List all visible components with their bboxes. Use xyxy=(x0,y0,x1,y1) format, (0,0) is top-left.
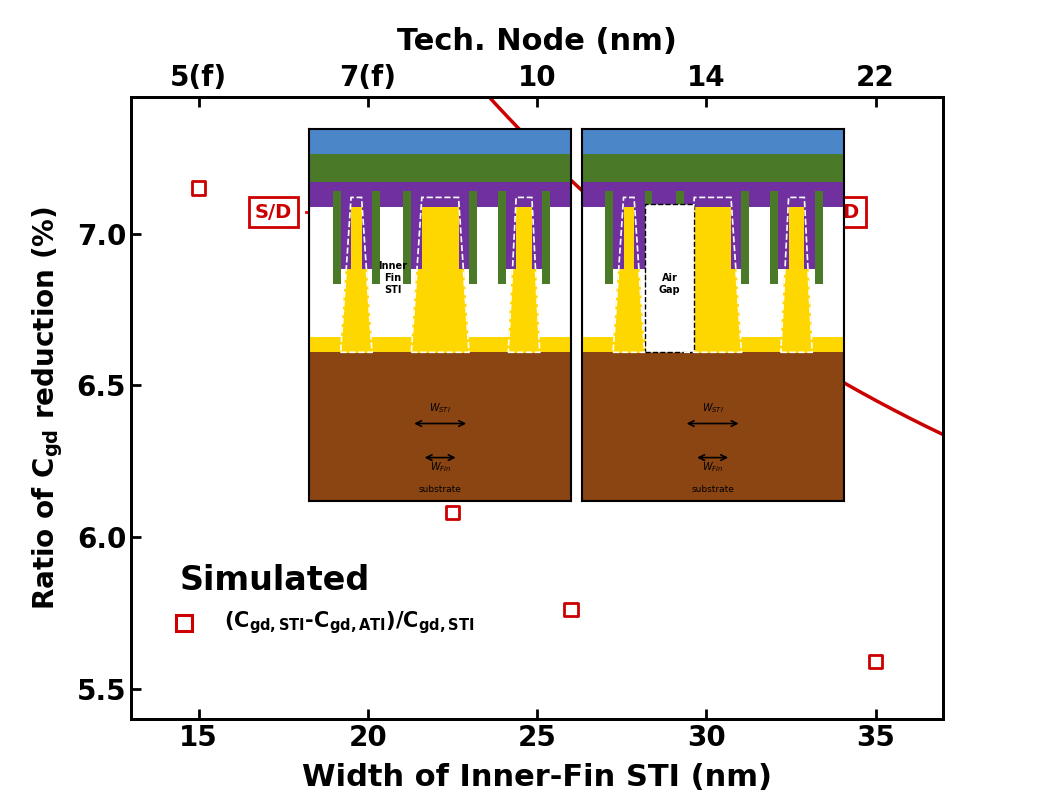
Bar xyxy=(684,191,742,207)
Polygon shape xyxy=(781,197,812,352)
Text: $W_{Fin}$: $W_{Fin}$ xyxy=(430,460,451,473)
Bar xyxy=(778,191,815,207)
Bar xyxy=(341,194,351,268)
Bar xyxy=(470,191,477,284)
Polygon shape xyxy=(508,197,540,352)
Polygon shape xyxy=(341,197,372,352)
Text: $\mathbf{C_{gd,ATI}}$: $\mathbf{C_{gd,ATI}}$ xyxy=(748,133,821,159)
Bar xyxy=(645,191,652,284)
Text: $W_{STI}$: $W_{STI}$ xyxy=(702,401,723,415)
Bar xyxy=(582,129,844,154)
Bar xyxy=(582,337,844,352)
Bar xyxy=(309,346,571,501)
Bar xyxy=(362,194,372,268)
Y-axis label: Ratio of $\mathbf{C_{gd}}$ reduction (%): Ratio of $\mathbf{C_{gd}}$ reduction (%) xyxy=(30,206,65,610)
X-axis label: Tech. Node (nm): Tech. Node (nm) xyxy=(397,27,677,57)
Text: S/D: S/D xyxy=(255,203,291,221)
Bar xyxy=(505,194,516,268)
Text: Inner
Fin
STI: Inner Fin STI xyxy=(378,261,408,295)
Text: $W_{Fin}$: $W_{Fin}$ xyxy=(702,460,723,473)
Bar xyxy=(309,129,571,154)
Point xyxy=(359,324,376,337)
Bar xyxy=(645,204,695,352)
Text: Air
Gap: Air Gap xyxy=(658,273,680,295)
Bar xyxy=(498,191,505,284)
Bar xyxy=(403,191,411,284)
Text: Simulated: Simulated xyxy=(180,564,370,596)
Bar xyxy=(815,191,823,284)
Bar xyxy=(505,191,543,207)
Bar xyxy=(606,191,613,284)
Bar xyxy=(582,154,844,182)
Text: S/D: S/D xyxy=(823,203,860,221)
Bar xyxy=(613,191,645,207)
Bar xyxy=(411,191,468,207)
Polygon shape xyxy=(411,197,470,352)
X-axis label: Width of Inner-Fin STI (nm): Width of Inner-Fin STI (nm) xyxy=(302,763,772,792)
Point xyxy=(444,507,461,520)
Bar xyxy=(372,191,379,284)
Bar xyxy=(309,154,571,182)
Bar xyxy=(582,182,844,207)
Point xyxy=(563,604,580,617)
Polygon shape xyxy=(613,197,645,352)
Bar xyxy=(634,194,645,268)
Point xyxy=(867,655,883,668)
Bar xyxy=(778,194,789,268)
Text: $\mathbf{C_{gd,STI}}$: $\mathbf{C_{gd,STI}}$ xyxy=(378,133,451,159)
Bar xyxy=(459,194,470,268)
Bar xyxy=(332,191,341,284)
Bar xyxy=(742,191,749,284)
Bar xyxy=(684,194,695,268)
Bar xyxy=(309,337,571,352)
Text: substrate: substrate xyxy=(692,485,734,494)
Bar xyxy=(309,182,571,207)
Bar xyxy=(732,194,742,268)
Polygon shape xyxy=(684,197,742,352)
Bar xyxy=(613,194,624,268)
Bar xyxy=(770,191,778,284)
Bar xyxy=(582,346,844,501)
Text: substrate: substrate xyxy=(419,485,461,494)
Point xyxy=(191,182,208,195)
Bar xyxy=(805,194,815,268)
Bar xyxy=(411,194,421,268)
Bar xyxy=(542,191,550,284)
Bar xyxy=(341,191,372,207)
Text: ($\mathbf{C_{gd,STI}}$-$\mathbf{C_{gd,ATI}}$)/$\mathbf{C_{gd,STI}}$: ($\mathbf{C_{gd,STI}}$-$\mathbf{C_{gd,AT… xyxy=(224,609,475,636)
Bar xyxy=(531,194,543,268)
Bar xyxy=(676,191,684,284)
Text: $W_{STI}$: $W_{STI}$ xyxy=(430,401,451,415)
